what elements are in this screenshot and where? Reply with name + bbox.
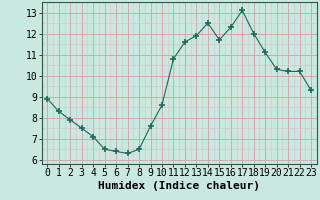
X-axis label: Humidex (Indice chaleur): Humidex (Indice chaleur) [98,181,260,191]
